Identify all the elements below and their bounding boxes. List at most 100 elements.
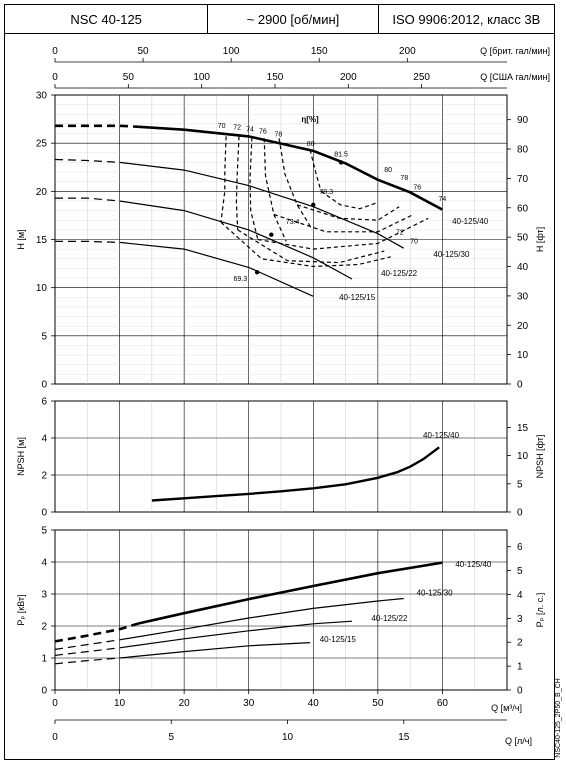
bottom-axis-tick-label: 15 [398,732,410,743]
x-tick-label: 10 [114,698,126,709]
efficiency-contour-74 [257,217,429,250]
head-curve-label: 40-125/40 [452,217,489,226]
power-ytick-right-label: 3 [517,614,523,625]
efficiency-label: 74 [246,127,254,134]
head-ytick-right-label: 90 [517,115,529,126]
efficiency-label: 72 [396,230,404,237]
power-series-40-125/30 [119,597,404,641]
power-curve-label: 40-125/22 [371,614,408,623]
power-curve-label: 40-125/40 [455,560,492,569]
power-ylabel-left: Pₚ [кВт] [16,594,26,625]
power-ytick-label: 2 [41,622,47,633]
bep-point [338,160,344,165]
efficiency-contour-78 [296,204,400,221]
top-axis-tick-label: 50 [138,46,150,57]
speed-label: ~ 2900 [об/мин] [208,5,379,33]
head-series-40-125/40 [138,125,444,211]
power-curve-label: 40-125/15 [320,635,357,644]
bottom-axis-tick-label: 10 [282,732,294,743]
efficiency-contour-76 [273,213,414,233]
efficiency-label: 76 [259,129,267,136]
efficiency-contour-72 [237,229,385,264]
efficiency-label: 78 [400,175,408,182]
head-series-40-125/30 [119,161,404,249]
power-ytick-label: 5 [41,526,47,537]
efficiency-label: 74 [439,196,447,203]
power-ytick-right-label: 2 [517,638,523,649]
head-ylabel-right: H [фт] [535,227,545,252]
efficiency-label: 70 [218,123,226,130]
top-axis-tick-label: 0 [52,72,58,83]
npsh-ytick-label: 4 [41,434,47,445]
x-tick-label: 50 [372,698,384,709]
power-ytick-label: 4 [41,558,47,569]
head-ytick-right-label: 80 [517,145,529,156]
head-curve-label: 40-125/30 [433,250,470,259]
power-series-40-125/15 [119,642,311,659]
head-series-40-125/22 [119,200,353,280]
efficiency-label: 78 [275,131,283,138]
head-ytick-right-label: 30 [517,291,529,302]
power-curve-label: 40-125/30 [417,589,454,598]
head-ytick-right-label: 0 [517,380,523,391]
bottom-axis-label: Q [л/ч] [505,736,532,746]
efficiency-label: 72 [233,125,241,132]
model-name: NSC 40-125 [5,5,209,33]
head-ytick-label: 25 [36,139,48,150]
head-ytick-right-label: 70 [517,174,529,185]
bottom-axis-tick-label: 5 [168,732,174,743]
efficiency-title: η[%] [301,115,319,124]
top-axis-tick-label: 200 [399,46,416,57]
power-ylabel-right: Pₚ [л. с.] [535,593,545,628]
x-axis-label: Q [м³/ч] [491,703,522,713]
power-series-40-125/22 [119,620,353,649]
x-tick-label: 40 [308,698,320,709]
npsh-ytick-label: 0 [41,508,47,519]
efficiency-contour-70 [220,221,391,268]
head-curve-label: 40-125/15 [339,293,376,302]
efficiency-label: 73.4 [286,219,300,226]
head-series-dashed-40-125/22 [55,197,120,202]
power-ytick-right-label: 1 [517,662,523,673]
top-axis-label: Q [брит. гал/мин] [480,46,550,56]
efficiency-label: 80 [307,141,315,148]
head-ytick-right-label: 50 [517,233,529,244]
power-ytick-label: 0 [41,686,47,697]
bottom-axis-tick-label: 0 [52,732,58,743]
head-ytick-right-label: 20 [517,321,529,332]
npsh-ylabel-left: NPSH [м] [16,437,26,476]
efficiency-contour-70 [220,136,227,223]
head-ytick-label: 30 [36,91,48,102]
power-series-dashed-40-125/15 [54,657,120,665]
npsh-ylabel-right: NPSH [фт] [535,435,545,479]
standard-label: ISO 9906:2012, класс 3B [392,11,541,27]
npsh-ytick-label: 6 [41,397,47,408]
efficiency-label: 70 [410,238,418,245]
bep-point [269,232,274,237]
npsh-ytick-right-label: 10 [517,451,529,462]
head-ytick-label: 15 [36,235,48,246]
power-ytick-right-label: 0 [517,686,523,697]
power-series-dashed-40-125/30 [54,639,120,650]
top-axis-tick-label: 250 [413,72,430,83]
efficiency-contour-80 [320,190,377,210]
efficiency-label: 80 [384,167,392,174]
top-axis-tick-label: 0 [52,46,58,57]
efficiency-contour-74 [249,137,259,240]
bep-point [254,270,260,275]
top-axis-tick-label: 100 [223,46,240,57]
efficiency-contour-76 [263,138,287,242]
top-axis-tick-label: 150 [311,46,328,57]
head-series-dashed-40-125/15 [55,240,120,243]
power-ytick-right-label: 6 [517,542,523,553]
npsh-ytick-label: 2 [41,471,47,482]
power-series-dashed-40-125/22 [54,647,120,656]
top-axis-tick-label: 150 [267,72,284,83]
head-series-dashed-40-125/40 [55,124,139,129]
head-series-40-125/15 [119,241,314,297]
efficiency-contour-80 [309,149,322,192]
efficiency-label: 78.3 [319,189,333,196]
power-ytick-label: 3 [41,590,47,601]
npsh-series-40-125/40 [151,446,440,502]
